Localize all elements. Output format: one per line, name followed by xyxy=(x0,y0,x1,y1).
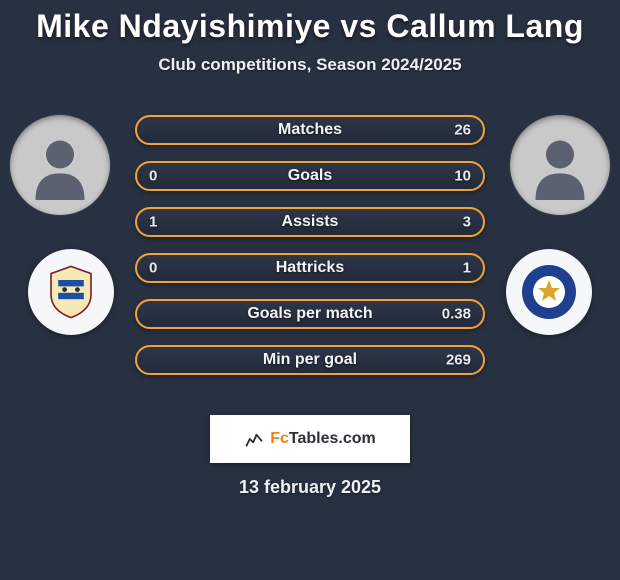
stat-bars: Matches 26 0 Goals 10 1 Assists 3 0 Hattricks 1 Goa… xyxy=(135,115,485,391)
stat-label: Assists xyxy=(282,213,339,231)
branding-text-suffix: Tables.com xyxy=(289,430,376,447)
shield-icon xyxy=(47,264,95,320)
stat-value-right: 26 xyxy=(454,122,471,139)
stat-row: 0 Goals 10 xyxy=(135,161,485,191)
stat-row: Min per goal 269 xyxy=(135,345,485,375)
page-subtitle: Club competitions, Season 2024/2025 xyxy=(0,55,620,75)
stat-label: Goals per match xyxy=(247,305,372,323)
stat-label: Hattricks xyxy=(276,259,344,277)
stat-value-left: 1 xyxy=(149,214,157,231)
branding-badge: FcTables.com xyxy=(210,415,410,463)
page-title: Mike Ndayishimiye vs Callum Lang xyxy=(0,0,620,45)
stat-row: Matches 26 xyxy=(135,115,485,145)
comparison-block: Matches 26 0 Goals 10 1 Assists 3 0 Hattricks 1 Goa… xyxy=(0,105,620,405)
stat-label: Matches xyxy=(278,121,342,139)
stat-value-right: 10 xyxy=(454,168,471,185)
stat-row: 0 Hattricks 1 xyxy=(135,253,485,283)
stat-value-right: 3 xyxy=(463,214,471,231)
stat-row: Goals per match 0.38 xyxy=(135,299,485,329)
fctables-logo-icon xyxy=(244,429,264,449)
stat-row: 1 Assists 3 xyxy=(135,207,485,237)
player-left-avatar xyxy=(10,115,110,215)
stat-value-left: 0 xyxy=(149,168,157,185)
club-left-crest xyxy=(28,249,114,335)
branding-text-prefix: Fc xyxy=(270,430,289,447)
person-silhouette-icon xyxy=(525,130,595,200)
person-silhouette-icon xyxy=(25,130,95,200)
stat-label: Min per goal xyxy=(263,351,357,369)
round-crest-icon xyxy=(519,262,579,322)
stat-value-right: 1 xyxy=(463,260,471,277)
club-right-crest xyxy=(506,249,592,335)
stat-value-left: 0 xyxy=(149,260,157,277)
date-label: 13 february 2025 xyxy=(0,477,620,498)
branding-text: FcTables.com xyxy=(270,430,376,448)
stat-label: Goals xyxy=(288,167,332,185)
player-right-avatar xyxy=(510,115,610,215)
stat-value-right: 0.38 xyxy=(442,306,471,323)
stat-value-right: 269 xyxy=(446,352,471,369)
